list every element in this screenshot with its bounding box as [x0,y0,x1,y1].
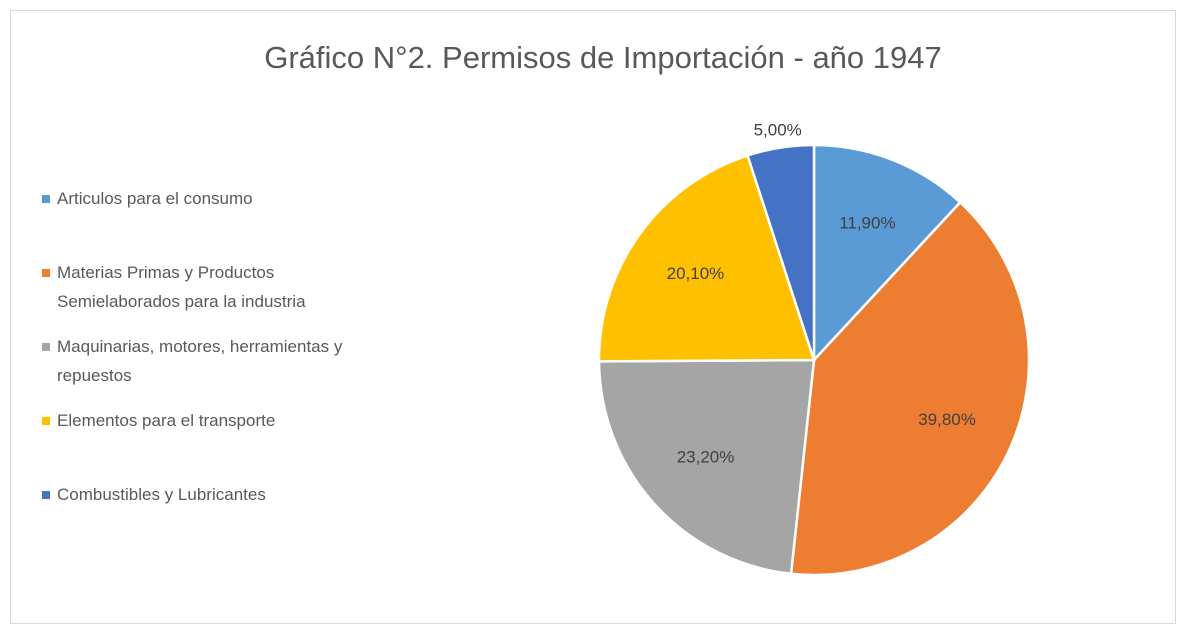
legend-item: Articulos para el consumo [42,184,382,213]
legend-label: Elementos para el transporte [57,411,276,430]
legend-label: Articulos para el consumo [57,189,253,208]
legend-swatch [42,417,50,425]
pie-slice [745,143,816,361]
legend-swatch [42,343,50,351]
data-label: 23,20% [677,448,735,467]
legend-label: Combustibles y Lubricantes [57,485,266,504]
legend-item: Maquinarias, motores, herramientas y rep… [42,332,382,390]
chart-border [10,10,1176,624]
legend-item: Materias Primas y Productos Semielaborad… [42,258,382,316]
legend-label: Maquinarias, motores, herramientas y rep… [57,337,343,385]
data-label: 39,80% [918,410,976,429]
pie-slice [597,153,816,363]
legend-swatch [42,269,50,277]
data-label: 5,00% [754,120,802,139]
pie-slice [597,358,816,576]
legend-swatch [42,491,50,499]
data-label: 20,10% [667,264,725,283]
legend-swatch [42,195,50,203]
pie-slice [789,200,1031,577]
chart-title: Gráfico N°2. Permisos de Importación - a… [264,40,942,75]
data-label: 11,90% [839,213,895,232]
legend-item: Combustibles y Lubricantes [42,480,382,509]
legend-label: Materias Primas y Productos Semielaborad… [57,263,306,311]
legend-item: Elementos para el transporte [42,406,382,435]
pie-slice [812,143,962,364]
